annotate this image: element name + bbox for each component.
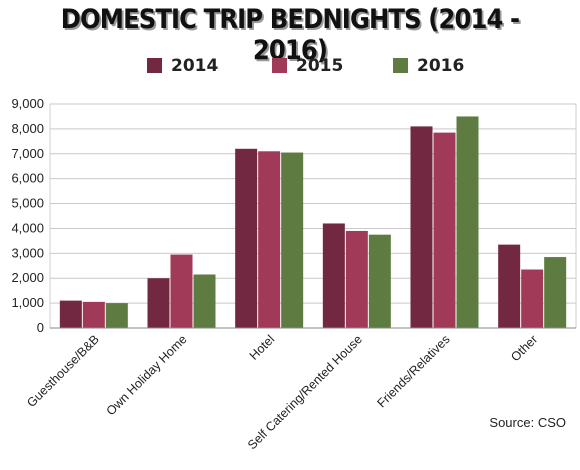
bar-2014 [410,126,433,329]
y-tick-label: 8,000 [11,121,44,136]
chart-title: DOMESTIC TRIP BEDNIGHTS (2014 - 2016) [60,4,520,66]
bar-2016 [368,234,391,328]
bar-2014 [498,244,521,328]
legend-swatch-2015 [272,58,287,73]
bar-2015 [433,132,456,328]
x-tick-label: Guesthouse/B&B [24,332,102,410]
legend-label-2015: 2015 [296,56,344,76]
x-tick-label: Other [508,332,540,364]
y-tick-label: 2,000 [11,270,44,285]
bar-2014 [147,278,170,328]
bar-2014 [59,300,82,328]
y-tick-label: 9,000 [11,96,44,111]
bar-2016 [193,274,216,328]
bar-2016 [456,116,479,328]
x-tick-label: Own Holiday Home [104,332,190,418]
x-tick-label: Hotel [247,332,278,363]
source-note: Source: CSO [489,415,566,430]
x-tick-label: Friends/Relatives [374,332,452,410]
y-tick-label: 1,000 [11,295,44,310]
y-tick-label: 6,000 [11,171,44,186]
y-tick-label: 7,000 [11,146,44,161]
bar-2016 [105,303,128,328]
y-tick-label: 5,000 [11,196,44,211]
bar-2014 [235,148,258,328]
legend-label-2016: 2016 [417,56,465,76]
y-tick-label: 3,000 [11,245,44,260]
bar-2015 [82,301,105,328]
bar-2015 [521,269,544,328]
legend-label-2014: 2014 [171,56,219,76]
bar-2014 [322,223,345,328]
bar-2015 [258,151,281,328]
bar-2016 [544,257,567,328]
legend: 2014 2015 2016 [0,55,580,77]
legend-swatch-2016 [393,58,408,73]
y-tick-label: 0 [37,320,44,335]
legend-swatch-2014 [147,58,162,73]
y-tick-label: 4,000 [11,220,44,235]
bar-2015 [170,254,193,328]
bar-2015 [345,230,368,328]
bar-2016 [281,152,304,328]
plot-area [49,103,577,329]
